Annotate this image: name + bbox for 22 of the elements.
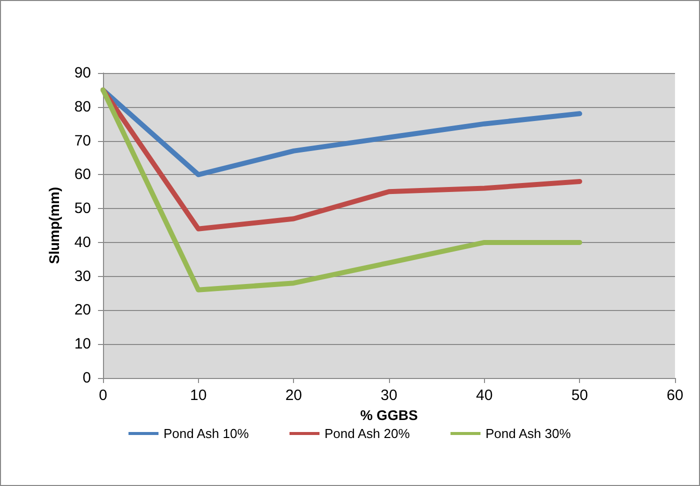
x-tick-label: 0 bbox=[98, 387, 108, 404]
y-tick-label: 20 bbox=[74, 302, 91, 319]
x-tick-label: 50 bbox=[571, 387, 588, 404]
x-tick-label: 30 bbox=[380, 387, 398, 404]
x-tick-label: 10 bbox=[190, 387, 207, 404]
legend-label: Pond Ash 30% bbox=[486, 426, 572, 441]
y-tick-label: 60 bbox=[74, 166, 91, 184]
y-tick-label: 0 bbox=[82, 370, 91, 386]
y-tick-label: 50 bbox=[74, 200, 91, 218]
x-axis-title: % GGBS bbox=[360, 406, 418, 423]
y-tick-label: 90 bbox=[74, 64, 91, 82]
y-tick-label: 40 bbox=[74, 234, 91, 251]
x-tick-label: 40 bbox=[476, 387, 493, 404]
y-tick-label: 70 bbox=[74, 132, 91, 150]
y-tick-label: 30 bbox=[74, 268, 91, 285]
y-tick-label: 80 bbox=[74, 98, 91, 116]
y-tick-label: 10 bbox=[74, 336, 91, 353]
x-tick-label: 60 bbox=[666, 387, 684, 404]
legend-label: Pond Ash 10% bbox=[163, 426, 250, 441]
y-axis-title: Slump(mm) bbox=[46, 187, 62, 264]
x-tick-label: 20 bbox=[285, 387, 302, 404]
legend-label: Pond Ash 20% bbox=[324, 426, 410, 441]
